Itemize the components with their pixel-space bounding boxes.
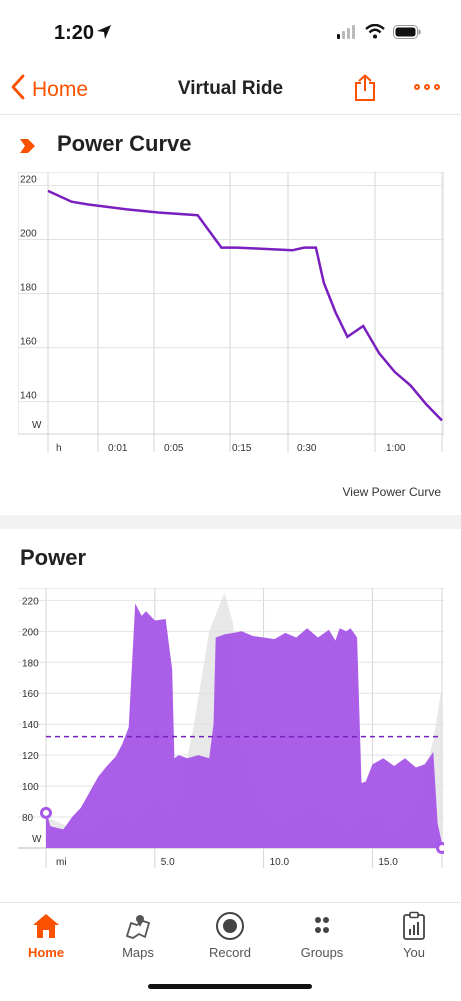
x-axis: mi 5.0 10.0 15.0 bbox=[56, 857, 398, 868]
x-tick-label: 0:01 bbox=[108, 443, 128, 454]
tab-you[interactable]: You bbox=[368, 903, 460, 973]
power-curve-title: Power Curve bbox=[57, 131, 192, 156]
power-area bbox=[46, 603, 442, 848]
y-tick-label: 160 bbox=[22, 689, 39, 700]
y-tick-label: 100 bbox=[22, 782, 39, 793]
chevron-left-icon bbox=[10, 74, 26, 105]
battery-icon bbox=[393, 24, 421, 44]
share-button[interactable] bbox=[353, 74, 377, 107]
y-axis: 220 200 180 160 140 W bbox=[20, 175, 42, 431]
power-curve-line bbox=[47, 189, 443, 422]
location-arrow-icon bbox=[96, 24, 112, 45]
power-title: Power bbox=[20, 545, 87, 570]
y-tick-label: 220 bbox=[20, 175, 37, 186]
y-tick-label: 140 bbox=[20, 391, 37, 402]
wifi-icon bbox=[365, 23, 385, 44]
tab-label: Groups bbox=[300, 945, 344, 960]
home-icon bbox=[0, 909, 92, 943]
home-indicator bbox=[148, 984, 312, 989]
status-time: 1:20 bbox=[54, 22, 95, 44]
tab-label: Maps bbox=[122, 945, 154, 960]
view-power-curve-link[interactable]: View Power Curve bbox=[342, 485, 441, 499]
x-tick-label: 1:00 bbox=[386, 443, 406, 454]
y-tick-label: 140 bbox=[22, 720, 39, 731]
maps-icon bbox=[92, 909, 184, 943]
tab-label: You bbox=[403, 945, 425, 960]
nav-bar: Home Virtual Ride bbox=[0, 64, 461, 115]
y-unit-label: W bbox=[32, 420, 42, 431]
x-tick-label: h bbox=[56, 443, 62, 454]
y-tick-label: 80 bbox=[22, 813, 34, 824]
y-tick-label: 200 bbox=[20, 229, 37, 240]
x-tick-label: 0:05 bbox=[164, 443, 184, 454]
y-tick-label: 220 bbox=[22, 596, 39, 607]
y-tick-label: 180 bbox=[20, 283, 37, 294]
signal-icon bbox=[337, 24, 357, 44]
more-dot-icon bbox=[434, 84, 440, 90]
back-label: Home bbox=[32, 77, 89, 101]
more-dot-icon bbox=[424, 84, 430, 90]
groups-icon bbox=[276, 909, 368, 943]
tab-label: Home bbox=[27, 945, 65, 960]
power-curve-chart: 220 200 180 160 140 W h 0:01 0:05 0:15 0:30 1:00 bbox=[18, 172, 444, 454]
range-start-handle bbox=[40, 806, 52, 819]
tab-home[interactable]: Home bbox=[0, 903, 92, 973]
more-dot-icon bbox=[414, 84, 420, 90]
chart-frame bbox=[18, 172, 444, 435]
y-axis: 220 200 180 160 140 120 100 80 W bbox=[22, 596, 42, 845]
x-tick-label: 0:15 bbox=[232, 443, 252, 454]
strava-chevron-icon bbox=[20, 139, 36, 158]
y-tick-label: 200 bbox=[22, 627, 39, 638]
x-tick-label: 5.0 bbox=[161, 857, 175, 868]
x-tick-label: 10.0 bbox=[270, 857, 290, 868]
back-button[interactable]: Home bbox=[10, 74, 88, 105]
tab-groups[interactable]: Groups bbox=[276, 903, 368, 973]
tab-maps[interactable]: Maps bbox=[92, 903, 184, 973]
status-bar: 1:20 bbox=[0, 0, 461, 64]
chart-grid bbox=[18, 172, 444, 452]
y-tick-label: 180 bbox=[22, 658, 39, 669]
power-chart: 220 200 180 160 140 120 100 80 W mi 5.0 10.0 15.0 bbox=[18, 588, 444, 868]
tab-record[interactable]: Record bbox=[184, 903, 276, 973]
status-icons bbox=[337, 23, 421, 44]
x-axis: h 0:01 0:05 0:15 0:30 1:00 bbox=[56, 443, 406, 454]
share-icon bbox=[353, 74, 377, 106]
more-button[interactable] bbox=[414, 84, 440, 90]
y-unit-label: W bbox=[32, 834, 42, 845]
x-tick-label: 15.0 bbox=[378, 857, 398, 868]
tab-bar: Home Maps Record Groups bbox=[0, 902, 461, 1001]
x-tick-label: mi bbox=[56, 857, 67, 868]
tab-label: Record bbox=[209, 945, 251, 960]
section-divider bbox=[0, 515, 461, 529]
y-tick-label: 120 bbox=[22, 751, 39, 762]
x-tick-label: 0:30 bbox=[297, 443, 317, 454]
record-icon bbox=[184, 909, 276, 943]
y-tick-label: 160 bbox=[20, 337, 37, 348]
you-icon bbox=[368, 909, 460, 943]
range-end-handle bbox=[436, 842, 444, 854]
